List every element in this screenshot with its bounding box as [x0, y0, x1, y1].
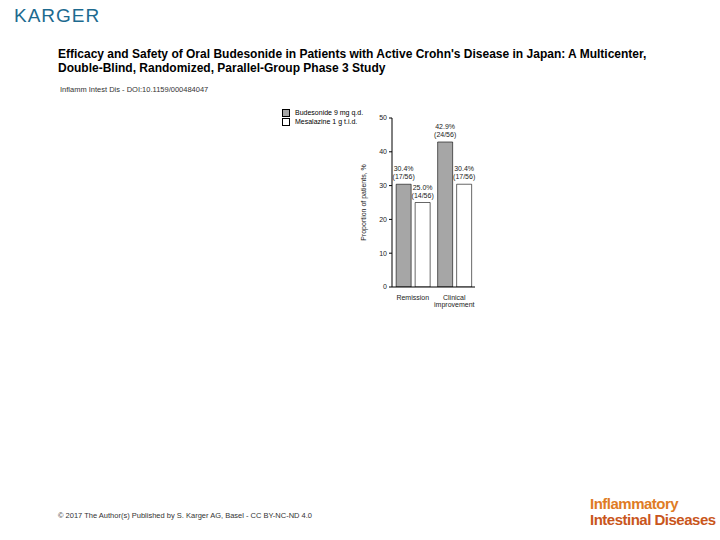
svg-text:30.4%(17/56): 30.4%(17/56): [393, 165, 415, 181]
svg-text:20: 20: [379, 216, 387, 223]
svg-text:30.4%(17/56): 30.4%(17/56): [453, 165, 475, 181]
svg-text:30: 30: [379, 182, 387, 189]
html-text:Budesonide 9 mg q.d.: Budesonide 9 mg q.d.: [295, 109, 364, 116]
svg-text:Proportion of patients, %: Proportion of patients, %: [360, 164, 368, 241]
svg-text:10: 10: [379, 250, 387, 257]
html-text:Intestinal Diseases: Intestinal Diseases: [590, 511, 716, 528]
svg-text:42.9%(24/56): 42.9%(24/56): [434, 123, 456, 139]
svg-text:0: 0: [383, 283, 387, 290]
svg-text:Clinicalimprovement: Clinicalimprovement: [434, 294, 475, 309]
html-text:Inflamm Intest Dis - DOI:10.11: Inflamm Intest Dis - DOI:10.1159/0004840…: [60, 85, 209, 94]
html-text:KARGER: KARGER: [14, 5, 101, 26]
svg-text:40: 40: [379, 148, 387, 155]
html-text:Inflammatory: Inflammatory: [590, 495, 679, 512]
html-text:© 2017 The Author(s) Published: © 2017 The Author(s) Published by S. Kar…: [58, 511, 312, 520]
html-text:Mesalazine 1 g t.i.d.: Mesalazine 1 g t.i.d.: [295, 118, 358, 125]
svg-text:50: 50: [379, 114, 387, 121]
svg-text:Remission: Remission: [396, 294, 429, 301]
html-text:Efficacy and Safety of Oral Bu: Efficacy and Safety of Oral Budesonide i…: [58, 47, 647, 75]
svg-text:25.0%(14/56): 25.0%(14/56): [412, 184, 434, 200]
